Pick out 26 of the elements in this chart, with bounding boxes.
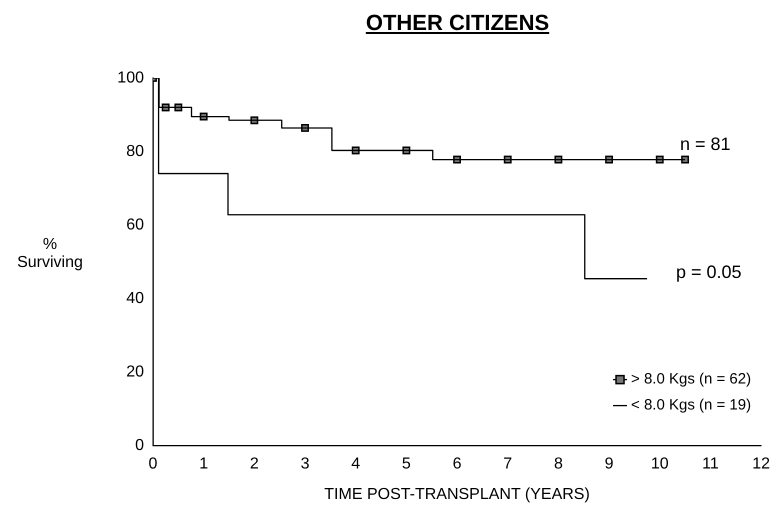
y-tick-label: 40 bbox=[126, 290, 144, 307]
x-tick-label: 8 bbox=[554, 456, 563, 473]
x-axis-title: TIME POST-TRANSPLANT (YEARS) bbox=[324, 486, 590, 503]
x-tick-label: 0 bbox=[148, 456, 158, 473]
x-tick-label: 9 bbox=[604, 456, 614, 473]
y-tick-label: 60 bbox=[126, 216, 144, 234]
annotation: n = 81 bbox=[680, 134, 731, 155]
legend-label: > 8.0 Kgs (n = 62) bbox=[631, 370, 752, 388]
y-tick-label: 20 bbox=[126, 363, 144, 380]
annotation: p = 0.05 bbox=[676, 262, 742, 283]
x-tick-label: 5 bbox=[402, 456, 411, 473]
x-tick-label: 12 bbox=[752, 456, 770, 473]
y-tick-label: 0 bbox=[135, 437, 144, 454]
x-tick-label: 11 bbox=[702, 456, 719, 473]
x-tick-label: 2 bbox=[250, 456, 259, 473]
chart-title: OTHER CITIZENS bbox=[364, 10, 550, 36]
x-tick-label: 6 bbox=[452, 456, 462, 473]
x-tick-label: 1 bbox=[199, 456, 208, 473]
x-tick-label: 10 bbox=[650, 456, 669, 473]
x-tick-label: 4 bbox=[351, 456, 360, 473]
y-tick-label: 80 bbox=[126, 142, 144, 160]
y-tick-label: 100 bbox=[117, 69, 144, 86]
legend-label: < 8.0 Kgs (n = 19) bbox=[631, 396, 752, 414]
y-axis-title: % Surviving bbox=[16, 236, 84, 272]
x-tick-label: 7 bbox=[503, 456, 512, 473]
x-tick-label: 3 bbox=[300, 456, 310, 473]
